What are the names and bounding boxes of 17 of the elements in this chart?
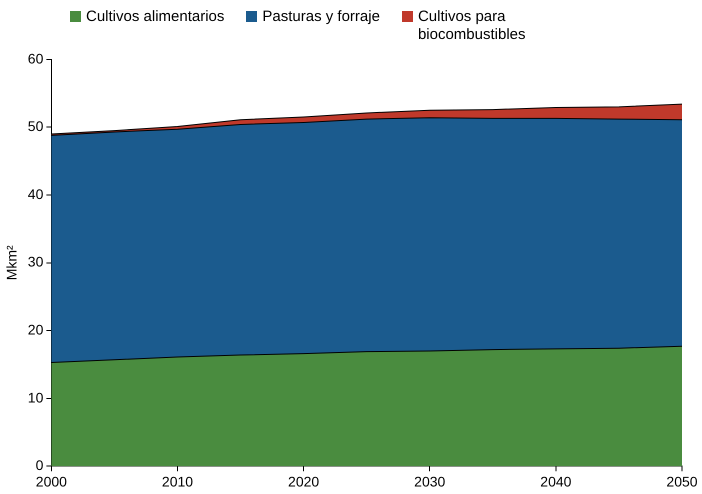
y-tick-label: 0 <box>36 457 44 474</box>
x-tick-label: 2010 <box>162 473 194 490</box>
x-tick-label: 2000 <box>36 473 68 490</box>
y-tick-label: 60 <box>28 50 44 66</box>
y-tick-label: 20 <box>28 321 44 338</box>
x-tick-label: 2020 <box>288 473 320 490</box>
y-axis-title: Mkm² <box>3 244 20 280</box>
x-tick-label: 2030 <box>414 473 446 490</box>
legend-label: Cultivos para biocombustibles <box>418 8 526 44</box>
legend-label: Cultivos alimentarios <box>86 8 224 26</box>
x-tick-label: 2050 <box>666 473 698 490</box>
y-tick-label: 30 <box>28 254 44 270</box>
y-tick-label: 50 <box>28 118 44 134</box>
y-tick-label: 40 <box>28 186 44 202</box>
legend-label: Pasturas y forraje <box>262 8 380 26</box>
x-tick-label: 2040 <box>540 473 572 490</box>
y-tick-label: 10 <box>28 389 44 406</box>
